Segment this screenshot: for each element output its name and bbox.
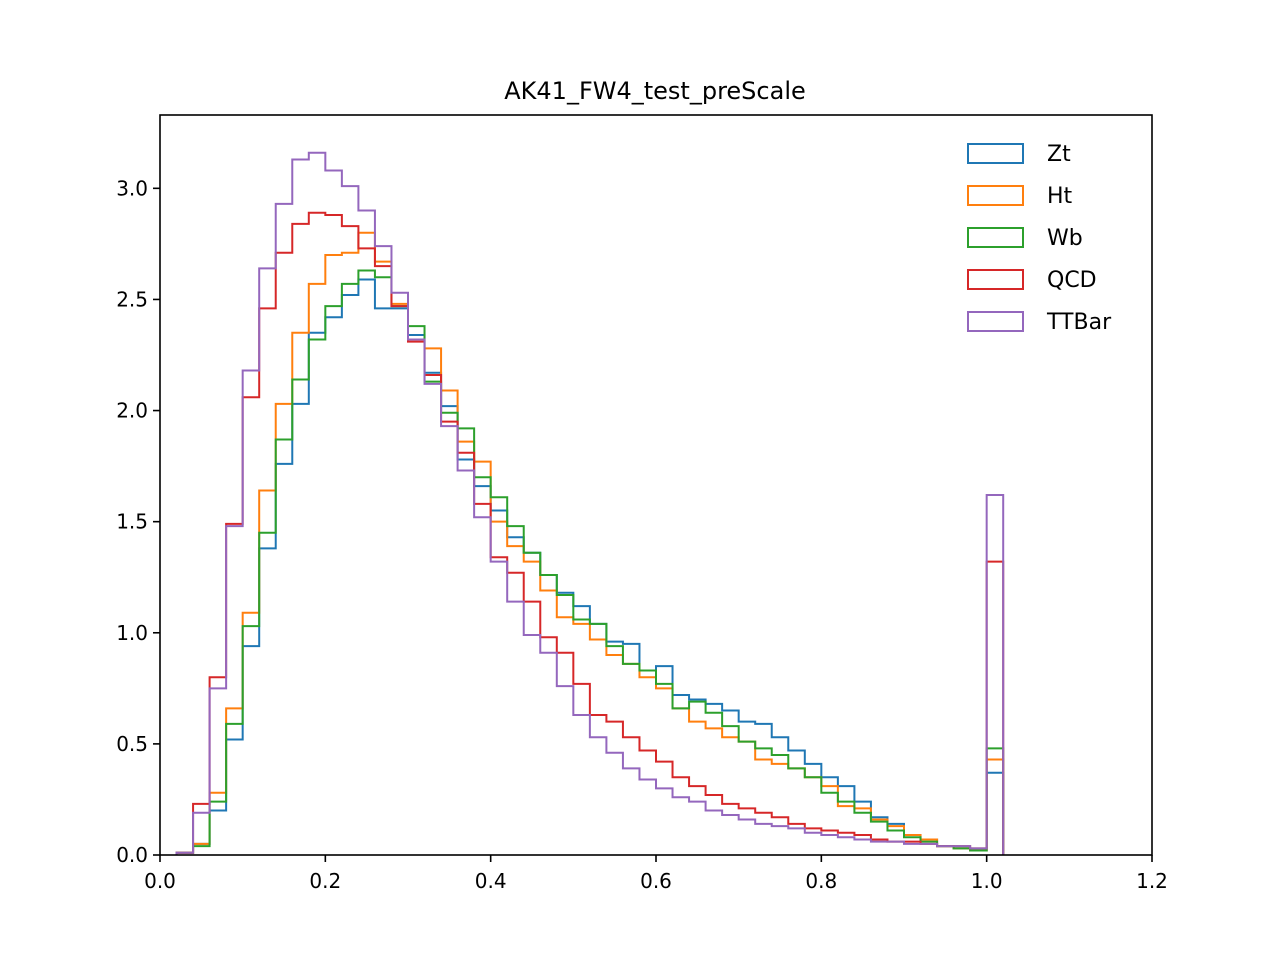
legend-swatch-wb [967,227,1024,248]
legend-swatch-zt [967,143,1024,164]
legend-swatch-ttbar [967,311,1024,332]
series-layer [175,151,1005,855]
y-tick-label: 1.0 [116,621,148,645]
x-tick-label: 0.6 [640,869,672,893]
legend: Zt Ht Wb QCD TTBar [967,142,1112,335]
x-tick-label: 0.4 [475,869,507,893]
x-tick-label: 0.8 [805,869,837,893]
y-tick-label: 1.5 [116,510,148,534]
series-step-line-ttbar [175,151,1005,855]
chart-title: AK41_FW4_test_preScale [504,77,806,105]
series-step-line-wb [175,269,1005,855]
y-tick-label: 0.5 [116,732,148,756]
legend-label-qcd: QCD [1047,268,1097,293]
legend-label-wb: Wb [1047,226,1083,251]
legend-label-zt: Zt [1047,142,1071,167]
legend-label-ttbar: TTBar [1046,310,1112,335]
y-tick-label: 0.0 [116,843,148,867]
x-tick-label: 0.2 [309,869,341,893]
y-tick-label: 3.0 [116,176,148,200]
legend-swatch-qcd [967,269,1024,290]
y-tick-label: 2.0 [116,399,148,423]
series-step-line-ht [175,231,1005,855]
x-tick-label: 0.0 [144,869,176,893]
y-tick-label: 2.5 [116,287,148,311]
legend-label-ht: Ht [1047,184,1073,209]
x-tick-label: 1.0 [971,869,1003,893]
x-tick-label: 1.2 [1136,869,1168,893]
legend-swatch-ht [967,185,1024,206]
series-step-line-qcd [175,211,1005,855]
axes-layer: 0.0 0.2 0.4 0.6 0.8 1.0 1.2 0.0 0.5 1.0 1.5 2.0 2.5 3… [116,114,1168,893]
